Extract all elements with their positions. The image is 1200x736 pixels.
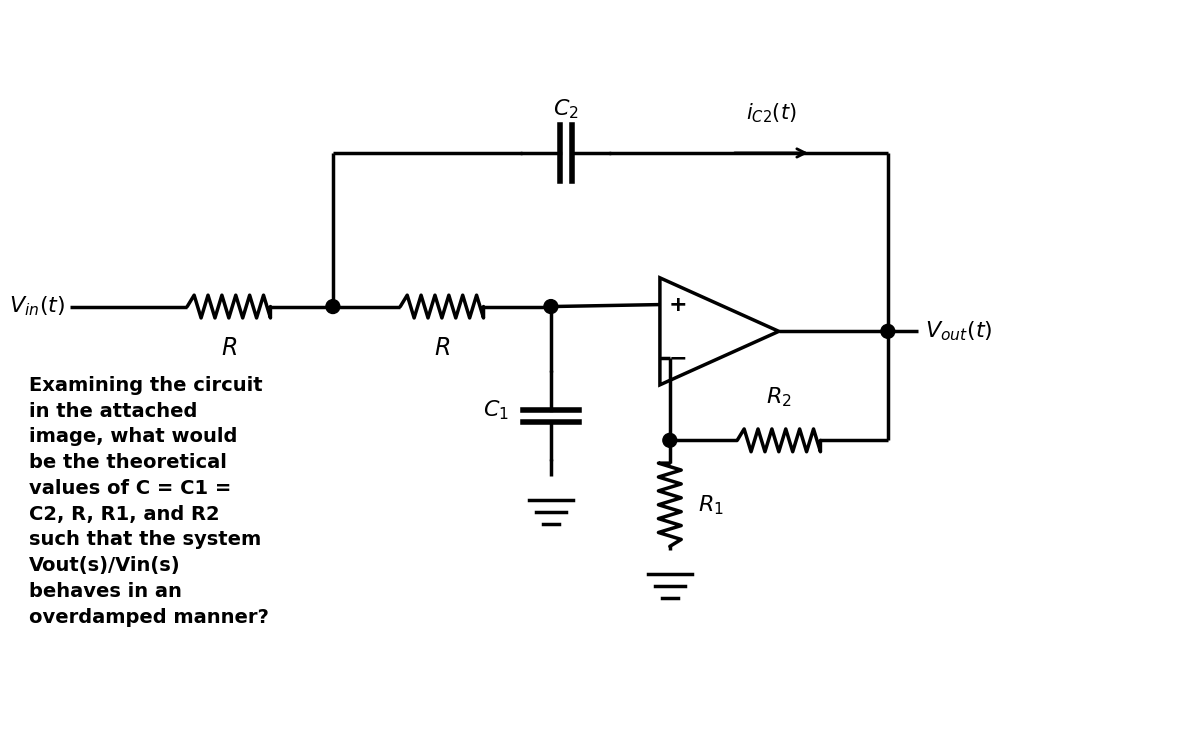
Text: $V_{out}(t)$: $V_{out}(t)$ [925,319,992,343]
Circle shape [544,300,558,314]
Text: Examining the circuit
in the attached
image, what would
be the theoretical
value: Examining the circuit in the attached im… [29,376,269,626]
Text: $R_2$: $R_2$ [766,385,792,408]
Text: −: − [668,348,688,368]
Circle shape [881,325,895,339]
Text: $C_1$: $C_1$ [484,399,509,422]
Text: $R$: $R$ [434,336,450,361]
Circle shape [662,434,677,447]
Text: $V_{in}(t)$: $V_{in}(t)$ [10,294,65,319]
Text: $R_1$: $R_1$ [697,493,724,517]
Text: $i_{C2}(t)$: $i_{C2}(t)$ [746,102,797,125]
Circle shape [326,300,340,314]
Text: $C_2$: $C_2$ [553,98,578,121]
Text: +: + [668,294,688,314]
Text: $R$: $R$ [221,336,236,361]
